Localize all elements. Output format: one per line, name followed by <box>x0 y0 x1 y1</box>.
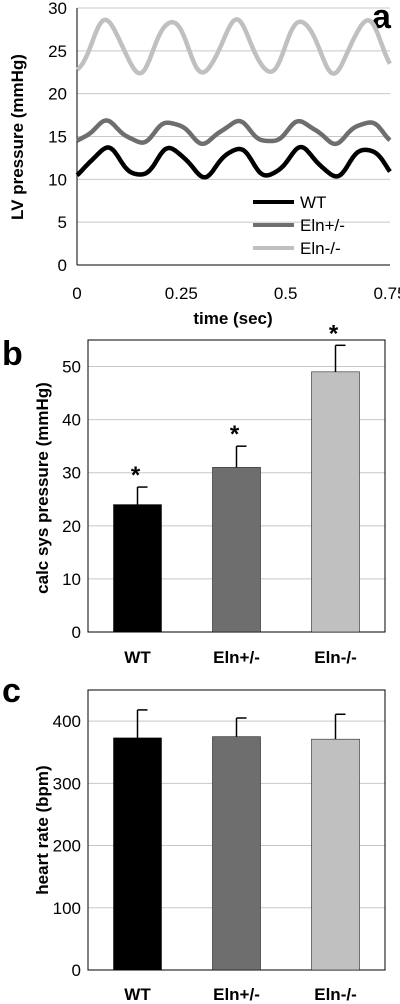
panel-c-y-axis-label: heart rate (bpm) <box>33 765 52 894</box>
panel-b-category-label: Eln-/- <box>314 648 357 667</box>
panel-c-bar-2 <box>212 736 261 971</box>
panel-b-bar-2 <box>212 467 261 633</box>
panel-b-y-tick-label: 0 <box>72 623 81 642</box>
panel-b-significance-marker: * <box>230 421 240 448</box>
panel-a-series-line-3 <box>75 17 392 76</box>
panel-c-category-label: Eln+/- <box>213 985 260 1004</box>
panel-b-bar-1 <box>113 504 162 633</box>
panel-b-y-tick-label: 10 <box>62 570 81 589</box>
panel-a-x-tick-label: 0.5 <box>274 284 298 303</box>
panel-b-y-tick-label: 20 <box>62 517 81 536</box>
panel-b-bar-chart: b * * * 0 10 20 30 40 50 WT Eln+/- Eln-/- calc sy… <box>2 320 386 667</box>
panel-a-x-tick-label: 0.75 <box>373 284 400 303</box>
panel-c-label: c <box>2 672 21 710</box>
panel-b-bar-3 <box>311 371 360 633</box>
panel-a-legend-label: Eln+/- <box>300 216 345 235</box>
panel-b-y-axis-label: calc sys pressure (mmHg) <box>33 382 52 594</box>
panel-a-legend-label: Eln-/- <box>300 239 341 258</box>
panel-c-y-tick-label: 100 <box>53 899 81 918</box>
panel-b-y-tick-label: 50 <box>62 358 81 377</box>
panel-a-series-line-2 <box>75 118 392 147</box>
panel-a-x-tick-label: 0 <box>72 284 81 303</box>
panel-a-x-tick-label: 0.25 <box>165 284 198 303</box>
panel-a-x-axis-label: time (sec) <box>193 309 272 328</box>
panel-a-y-tick-label: 25 <box>48 42 67 61</box>
panel-c-y-tick-label: 200 <box>53 837 81 856</box>
panel-b-y-tick-label: 40 <box>62 411 81 430</box>
panel-c-bar-1 <box>113 737 162 971</box>
panel-b-category-label: WT <box>124 648 151 667</box>
panel-a-y-tick-label: 15 <box>48 128 67 147</box>
panel-a-y-tick-label: 30 <box>48 0 67 18</box>
panel-a-y-axis-label: LV pressure (mmHg) <box>8 54 27 220</box>
panel-a-series-line-1 <box>75 144 392 180</box>
panel-b-label: b <box>2 335 23 373</box>
panel-c-y-tick-label: 0 <box>72 961 81 980</box>
panel-c-category-label: Eln-/- <box>314 985 357 1004</box>
panel-c-y-tick-label: 400 <box>53 712 81 731</box>
panel-a-y-tick-label: 10 <box>48 170 67 189</box>
panel-b-category-label: Eln+/- <box>213 648 260 667</box>
panel-c-y-tick-label: 300 <box>53 774 81 793</box>
panel-a-y-tick-label: 5 <box>58 213 67 232</box>
panel-b-y-tick-label: 30 <box>62 464 81 483</box>
panel-c-bar-3 <box>311 738 360 971</box>
panel-a-legend: WT Eln+/- Eln-/- <box>253 193 345 258</box>
panel-a-legend-label: WT <box>300 193 326 212</box>
panel-c-bar-chart: c 0 100 200 300 400 WT Eln+/- Eln-/- heart rat… <box>2 672 386 1004</box>
panel-b-significance-marker: * <box>131 462 141 489</box>
panel-a-y-tick-label: 0 <box>58 256 67 275</box>
panel-c-category-label: WT <box>124 985 151 1004</box>
panel-a-y-tick-label: 20 <box>48 85 67 104</box>
panel-b-significance-marker: * <box>329 320 339 347</box>
